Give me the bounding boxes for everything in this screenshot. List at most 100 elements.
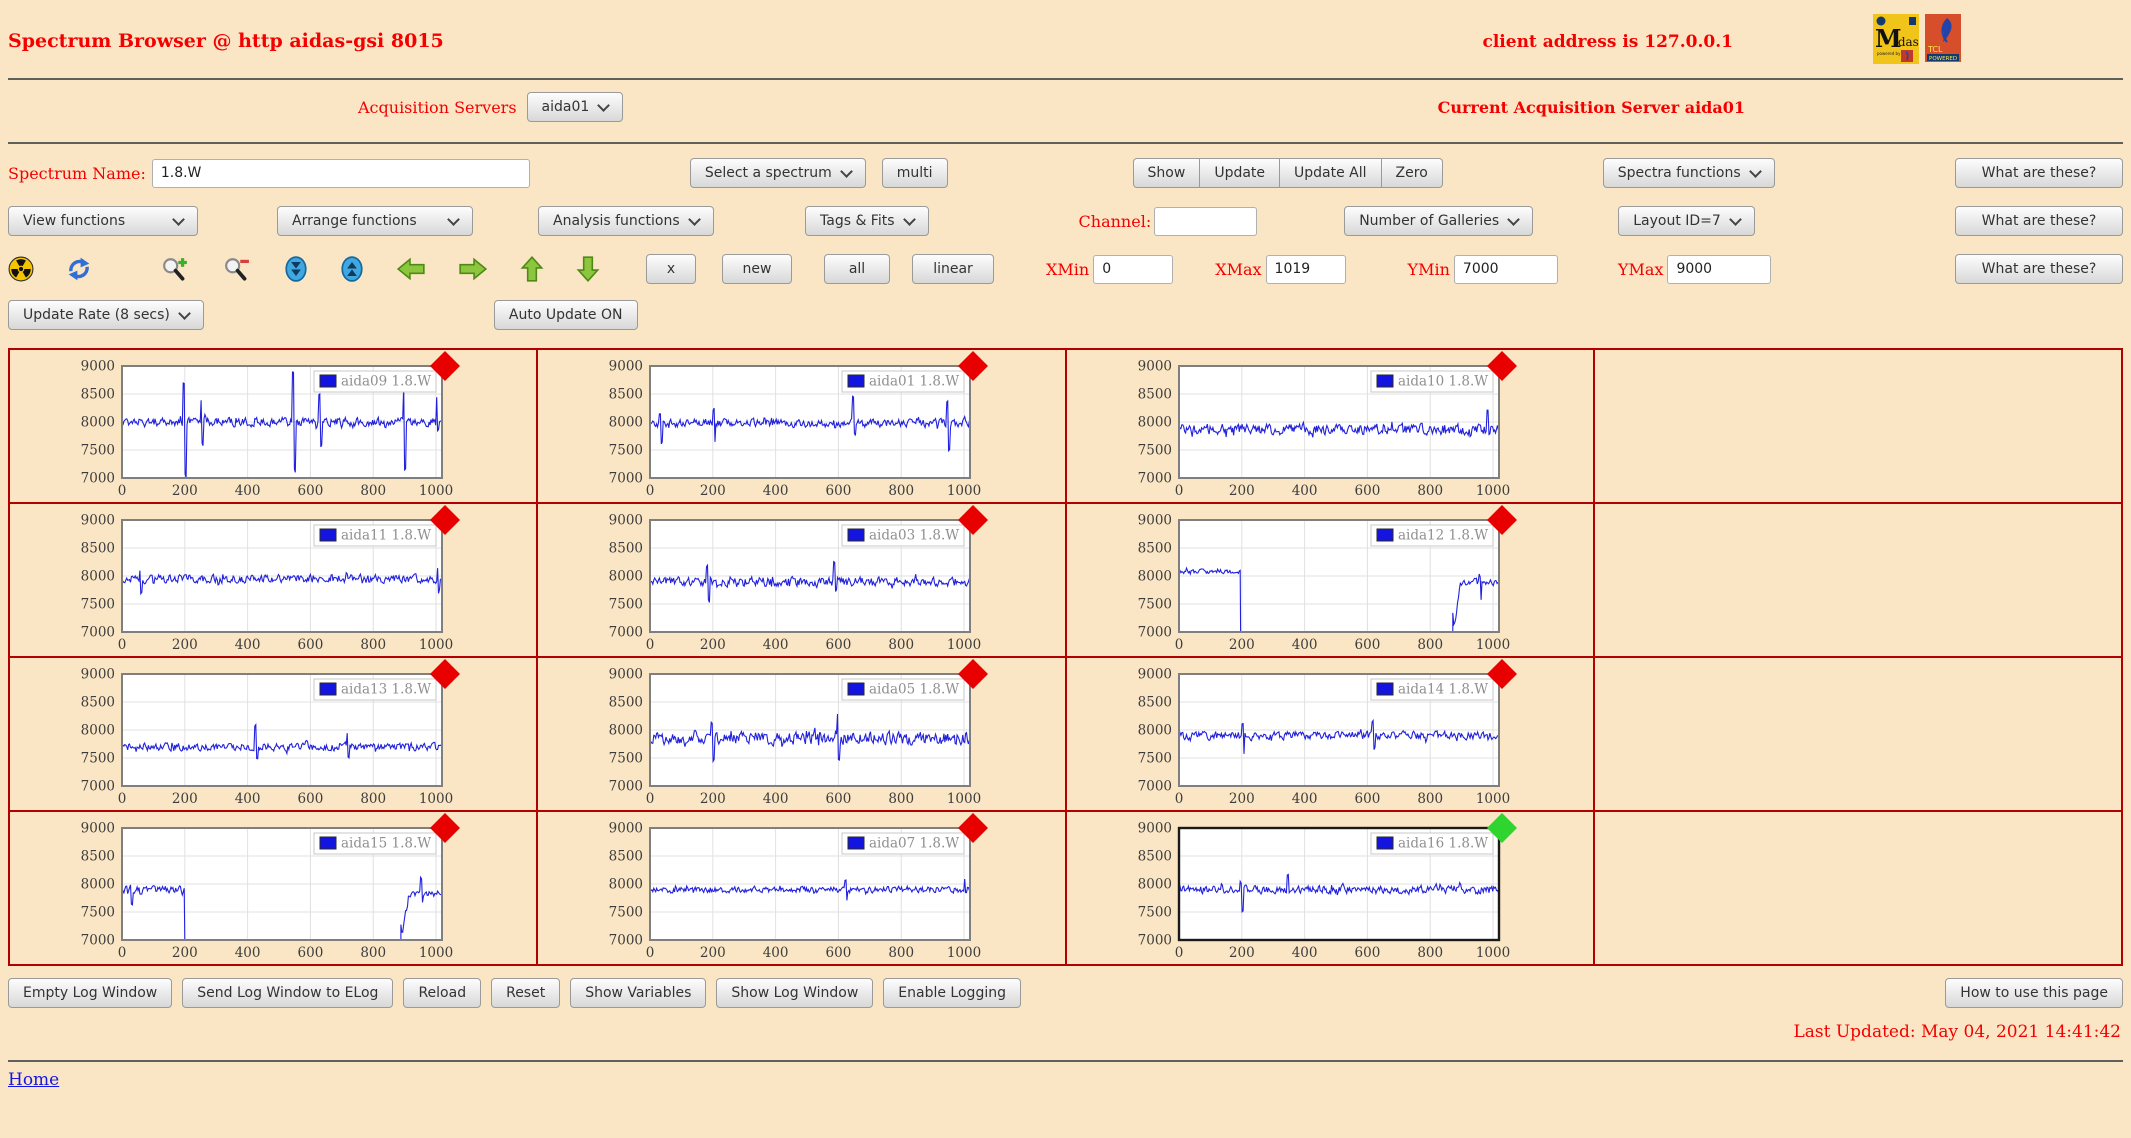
spectrum-chart-aida13[interactable]: 7000 7500 8000 8500 9000 0 200 400 600 800 1000 aid… xyxy=(12,658,482,810)
svg-text:800: 800 xyxy=(360,945,386,961)
svg-text:1000: 1000 xyxy=(419,791,453,807)
show-variables-button[interactable]: Show Variables xyxy=(570,978,707,1008)
chevron-down-icon xyxy=(1728,213,1742,226)
new-button[interactable]: new xyxy=(722,254,792,284)
svg-text:800: 800 xyxy=(360,791,386,807)
zoom-out-icon[interactable] xyxy=(222,256,252,282)
svg-text:0: 0 xyxy=(1174,483,1183,499)
svg-text:200: 200 xyxy=(700,483,726,499)
svg-text:aida15 1.8.W: aida15 1.8.W xyxy=(341,836,431,852)
svg-text:400: 400 xyxy=(1291,791,1317,807)
empty-log-window-button[interactable]: Empty Log Window xyxy=(8,978,173,1008)
xmin-input[interactable] xyxy=(1093,254,1174,284)
x-button[interactable]: x xyxy=(646,254,696,284)
svg-text:7000: 7000 xyxy=(609,779,643,795)
svg-text:800: 800 xyxy=(1417,945,1443,961)
pan-down-icon[interactable] xyxy=(576,255,600,283)
spectra-functions-dropdown[interactable]: Spectra functions xyxy=(1602,158,1775,188)
svg-text:8000: 8000 xyxy=(1137,415,1171,431)
pan-right-icon[interactable] xyxy=(458,256,488,282)
spectrum-chart-aida15[interactable]: 7000 7500 8000 8500 9000 0 200 400 600 800 1000 aid… xyxy=(12,812,482,964)
how-to-use-button[interactable]: How to use this page xyxy=(1945,978,2123,1008)
pan-left-icon[interactable] xyxy=(396,256,426,282)
zoom-in-icon[interactable] xyxy=(160,256,190,282)
spectrum-chart-aida05[interactable]: 7000 7500 8000 8500 9000 0 200 400 600 800 1000 aid… xyxy=(540,658,1010,810)
spectrum-chart-aida14[interactable]: 7000 7500 8000 8500 9000 0 200 400 600 800 1000 aid… xyxy=(1069,658,1539,810)
home-link[interactable]: Home xyxy=(8,1070,60,1090)
number-of-galleries-dropdown[interactable]: Number of Galleries xyxy=(1344,206,1534,236)
linear-button[interactable]: linear xyxy=(912,254,994,284)
compress-vertical-icon[interactable] xyxy=(284,256,308,282)
spectrum-chart-aida11[interactable]: 7000 7500 8000 8500 9000 0 200 400 600 800 1000 aid… xyxy=(12,504,482,656)
xmax-input[interactable] xyxy=(1265,254,1346,284)
svg-text:9000: 9000 xyxy=(609,359,643,375)
spectrum-chart-aida01[interactable]: 7000 7500 8000 8500 9000 0 200 400 600 800 1000 aid… xyxy=(540,350,1010,502)
status-diamond-red xyxy=(430,505,460,535)
auto-update-button[interactable]: Auto Update ON xyxy=(493,300,638,330)
update-rate-row: Update Rate (8 secs) Auto Update ON xyxy=(8,290,2123,338)
all-button[interactable]: all xyxy=(824,254,890,284)
svg-text:600: 600 xyxy=(298,637,324,653)
channel-input[interactable] xyxy=(1154,206,1258,236)
analysis-functions-dropdown[interactable]: Analysis functions xyxy=(538,206,714,236)
svg-text:7500: 7500 xyxy=(609,443,643,459)
chevron-down-icon xyxy=(172,213,185,226)
radiation-icon[interactable] xyxy=(8,256,34,282)
acquisition-server-select[interactable]: aida01 xyxy=(526,92,624,122)
ymin-input[interactable] xyxy=(1453,254,1558,284)
ymax-input[interactable] xyxy=(1667,254,1772,284)
reload-button[interactable]: Reload xyxy=(403,978,482,1008)
svg-text:7000: 7000 xyxy=(609,471,643,487)
update-button[interactable]: Update xyxy=(1199,158,1281,188)
spectrum-chart-aida07[interactable]: 7000 7500 8000 8500 9000 0 200 400 600 800 1000 aid… xyxy=(540,812,1010,964)
pan-up-icon[interactable] xyxy=(520,255,544,283)
svg-text:600: 600 xyxy=(826,637,852,653)
chevron-down-icon xyxy=(447,213,460,226)
what-are-these-button[interactable]: What are these? xyxy=(1955,254,2123,284)
spectrum-chart-aida09[interactable]: 7000 7500 8000 8500 9000 0 200 400 600 800 1000 aid… xyxy=(12,350,482,502)
svg-text:200: 200 xyxy=(172,483,198,499)
svg-text:600: 600 xyxy=(1354,945,1380,961)
update-rate-dropdown[interactable]: Update Rate (8 secs) xyxy=(8,300,204,330)
reset-button[interactable]: Reset xyxy=(491,978,561,1008)
svg-text:400: 400 xyxy=(1291,945,1317,961)
view-functions-dropdown[interactable]: View functions xyxy=(8,206,198,236)
spectrum-chart-aida12[interactable]: 7000 7500 8000 8500 9000 0 200 400 600 800 1000 aid… xyxy=(1069,504,1539,656)
spectrum-name-input[interactable] xyxy=(151,158,530,188)
arrange-functions-dropdown[interactable]: Arrange functions xyxy=(277,206,473,236)
chevron-down-icon xyxy=(1748,165,1762,178)
svg-text:600: 600 xyxy=(298,791,324,807)
expand-vertical-icon[interactable] xyxy=(340,256,364,282)
select-spectrum-dropdown[interactable]: Select a spectrum xyxy=(689,158,866,188)
status-diamond-red xyxy=(1486,351,1517,381)
send-log-window-to-elog-button[interactable]: Send Log Window to ELog xyxy=(182,978,394,1008)
multi-button[interactable]: multi xyxy=(881,158,948,188)
svg-text:800: 800 xyxy=(1417,791,1443,807)
svg-text:7500: 7500 xyxy=(1137,905,1171,921)
what-are-these-button[interactable]: What are these? xyxy=(1955,206,2123,236)
layout-id-dropdown[interactable]: Layout ID=7 xyxy=(1618,206,1755,236)
svg-text:9000: 9000 xyxy=(81,667,115,683)
svg-text:8500: 8500 xyxy=(609,387,643,403)
enable-logging-button[interactable]: Enable Logging xyxy=(883,978,1021,1008)
what-are-these-button[interactable]: What are these? xyxy=(1955,158,2123,188)
svg-text:aida10 1.8.W: aida10 1.8.W xyxy=(1398,374,1488,390)
spectrum-chart-aida16[interactable]: 7000 7500 8000 8500 9000 0 200 400 600 800 1000 aid… xyxy=(1069,812,1539,964)
svg-text:8500: 8500 xyxy=(81,849,115,865)
update-all-button[interactable]: Update All xyxy=(1279,158,1382,188)
spectrum-chart-aida03[interactable]: 7000 7500 8000 8500 9000 0 200 400 600 800 1000 aid… xyxy=(540,504,1010,656)
tcl-powered-logo[interactable]: TCL POWERED xyxy=(1925,14,1961,66)
chart-legend: aida07 1.8.W xyxy=(841,832,965,855)
zero-button[interactable]: Zero xyxy=(1380,158,1443,188)
show-button[interactable]: Show xyxy=(1132,158,1201,188)
svg-text:800: 800 xyxy=(1417,637,1443,653)
svg-text:7500: 7500 xyxy=(81,597,115,613)
svg-text:0: 0 xyxy=(1174,791,1183,807)
gallery-cell-empty xyxy=(1593,657,2122,811)
spectrum-chart-aida10[interactable]: 7000 7500 8000 8500 9000 0 200 400 600 800 1000 aid… xyxy=(1069,350,1539,502)
svg-text:600: 600 xyxy=(1354,791,1380,807)
show-log-window-button[interactable]: Show Log Window xyxy=(716,978,874,1008)
refresh-icon[interactable] xyxy=(66,256,92,282)
tags-fits-dropdown[interactable]: Tags & Fits xyxy=(805,206,929,236)
